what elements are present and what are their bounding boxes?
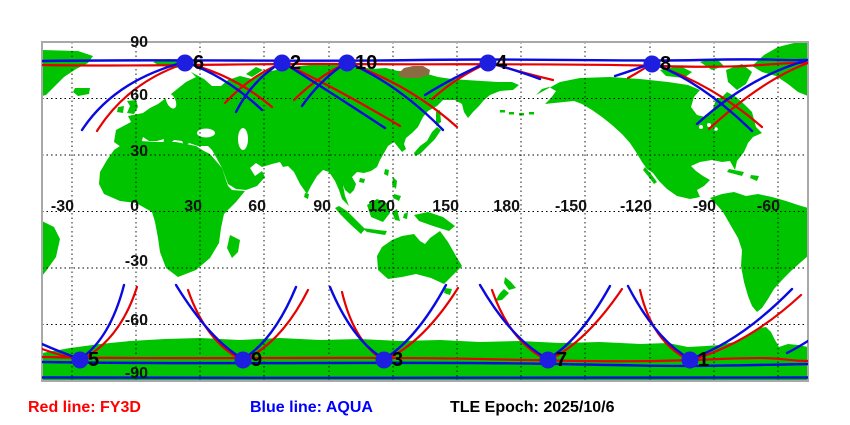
land-aleutians bbox=[509, 112, 514, 115]
lat-label-90: 90 bbox=[130, 34, 148, 51]
pass-dot-6 bbox=[176, 54, 194, 72]
land-japan bbox=[414, 127, 441, 156]
lat-label-60: 60 bbox=[130, 87, 148, 104]
pass-dot-3 bbox=[375, 351, 393, 369]
land-java bbox=[362, 228, 387, 235]
pass-dot-5 bbox=[71, 351, 89, 369]
pass-number-5: 5 bbox=[88, 349, 99, 371]
land-iceland bbox=[73, 88, 90, 96]
land-tasmania bbox=[444, 288, 452, 295]
pass-dot-4 bbox=[479, 54, 497, 72]
land-hispaniola bbox=[750, 175, 759, 181]
pass-dot-1 bbox=[681, 351, 699, 369]
pass-number-2: 2 bbox=[290, 52, 301, 74]
lon-label--150: -150 bbox=[555, 198, 587, 215]
lon-label-180: 180 bbox=[493, 198, 520, 215]
pass-number-3: 3 bbox=[392, 349, 403, 371]
land-baffin bbox=[726, 64, 752, 90]
land-south-america bbox=[710, 192, 808, 312]
lat-label--60: -60 bbox=[125, 312, 148, 329]
land-taiwan bbox=[384, 169, 389, 176]
pass-number-6: 6 bbox=[193, 52, 204, 74]
lat-label-30: 30 bbox=[130, 143, 148, 160]
land-africa bbox=[99, 141, 245, 277]
lon-label--90: -90 bbox=[693, 198, 716, 215]
graticule bbox=[42, 42, 808, 381]
land-antarctica bbox=[42, 327, 808, 381]
pass-number-10: 10 bbox=[355, 52, 377, 74]
pass-dot-9 bbox=[234, 351, 252, 369]
pass-dot-2 bbox=[273, 54, 291, 72]
land-cuba bbox=[727, 169, 744, 176]
pass-dot-7 bbox=[539, 351, 557, 369]
land-new-guinea bbox=[414, 212, 455, 231]
pass-number-1: 1 bbox=[698, 349, 709, 371]
legend-tle-epoch: TLE Epoch: 2025/10/6 bbox=[450, 399, 615, 416]
land-aleutians bbox=[500, 110, 505, 113]
land-australia bbox=[377, 231, 462, 284]
lon-label-150: 150 bbox=[432, 198, 459, 215]
lon-label-30: 30 bbox=[184, 198, 202, 215]
pass-number-7: 7 bbox=[556, 349, 567, 371]
lon-label-60: 60 bbox=[248, 198, 266, 215]
map-border bbox=[41, 41, 809, 382]
lon-label--30: -30 bbox=[51, 198, 74, 215]
land-nz-south bbox=[495, 289, 509, 301]
lat-label--30: -30 bbox=[125, 253, 148, 270]
lon-label-120: 120 bbox=[368, 198, 395, 215]
pass-number-9: 9 bbox=[251, 349, 262, 371]
legend-red-line: Red line: FY3D bbox=[28, 399, 141, 416]
pass-number-4: 4 bbox=[496, 52, 508, 74]
land-eurasia bbox=[114, 64, 519, 206]
land-moluccas bbox=[403, 212, 408, 219]
pass-dot-10 bbox=[338, 54, 356, 72]
land-sulawesi bbox=[392, 209, 400, 221]
land-aleutians bbox=[529, 112, 534, 115]
land-nz-north bbox=[504, 277, 516, 290]
land-north-america bbox=[536, 77, 762, 199]
land-ireland bbox=[117, 106, 124, 113]
land-aleutians bbox=[519, 113, 524, 116]
lon-label--120: -120 bbox=[620, 198, 652, 215]
lon-label-0: 0 bbox=[130, 198, 139, 215]
land-uk bbox=[127, 100, 138, 114]
land-philippines-mindanao bbox=[393, 194, 401, 201]
land-baja bbox=[643, 167, 657, 184]
inland-seas bbox=[165, 93, 718, 150]
legend: Red line: FY3D Blue line: AQUA TLE Epoch… bbox=[0, 399, 850, 421]
land-sumatra bbox=[335, 206, 365, 234]
lon-label-90: 90 bbox=[313, 198, 331, 215]
lon-label--60: -60 bbox=[757, 198, 780, 215]
land-brazil-east bbox=[42, 221, 60, 276]
pass-dot-8 bbox=[643, 55, 661, 73]
pass-number-8: 8 bbox=[660, 53, 671, 75]
landmasses bbox=[42, 42, 808, 381]
lat-label--90: -90 bbox=[125, 365, 148, 382]
land-sri-lanka bbox=[304, 193, 309, 199]
legend-blue-line: Blue line: AQUA bbox=[250, 399, 373, 416]
land-madagascar bbox=[227, 235, 240, 258]
land-hainan bbox=[359, 178, 365, 183]
pass-markers: 6 2 10 4 8 5 9 3 7 1 bbox=[71, 52, 709, 371]
terrain-patch bbox=[398, 66, 430, 78]
land-novaya-zemlya bbox=[246, 67, 263, 77]
land-borneo bbox=[367, 199, 390, 222]
axis-labels: 90 60 30 -30 -60 -90 -30 0 30 60 90 120 150 180 -150 -1… bbox=[51, 34, 780, 382]
